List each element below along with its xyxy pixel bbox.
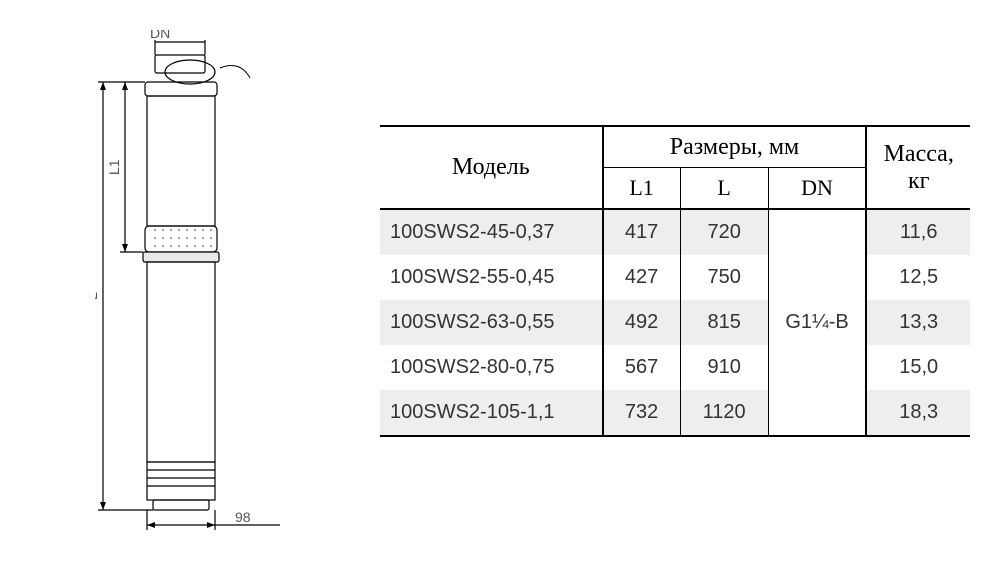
cell-mass: 12,5: [866, 255, 970, 300]
l1-label: L1: [106, 159, 122, 175]
cell-mass: 13,3: [866, 300, 970, 345]
cell-model: 100SWS2-45-0,37: [380, 209, 603, 255]
cell-model: 100SWS2-105-1,1: [380, 390, 603, 436]
cell-l1: 732: [603, 390, 681, 436]
subheader-l: L: [680, 168, 768, 210]
width-label: 98: [235, 509, 251, 525]
cell-mass: 18,3: [866, 390, 970, 436]
cell-l1: 567: [603, 345, 681, 390]
cell-l1: 492: [603, 300, 681, 345]
subheader-dn: DN: [768, 168, 866, 210]
cell-l: 1120: [680, 390, 768, 436]
cell-mass: 15,0: [866, 345, 970, 390]
cell-l: 815: [680, 300, 768, 345]
header-mass: Масса,кг: [866, 126, 970, 209]
cell-dn: G1¼-B: [768, 209, 866, 436]
cell-l: 720: [680, 209, 768, 255]
table-row: 100SWS2-105-1,17321120 18,3: [380, 390, 970, 436]
table-row: 100SWS2-80-0,75567910 15,0: [380, 345, 970, 390]
table-row: 100SWS2-63-0,55492815 13,3: [380, 300, 970, 345]
table-row: 100SWS2-45-0,37417720G1¼-B11,6: [380, 209, 970, 255]
dn-label: DN: [150, 30, 170, 41]
cell-l: 750: [680, 255, 768, 300]
cell-l1: 427: [603, 255, 681, 300]
cell-model: 100SWS2-63-0,55: [380, 300, 603, 345]
cell-mass: 11,6: [866, 209, 970, 255]
cell-model: 100SWS2-55-0,45: [380, 255, 603, 300]
cell-l: 910: [680, 345, 768, 390]
spec-table: Модель Размеры, мм Масса,кг L1 L DN 100S…: [380, 125, 970, 437]
table-row: 100SWS2-55-0,45427750 12,5: [380, 255, 970, 300]
header-model: Модель: [380, 126, 603, 209]
pump-dimension-diagram: DN: [95, 30, 325, 545]
subheader-l1: L1: [603, 168, 681, 210]
header-dims: Размеры, мм: [603, 126, 867, 168]
l-label: L: [95, 292, 100, 300]
cell-model: 100SWS2-80-0,75: [380, 345, 603, 390]
cell-l1: 417: [603, 209, 681, 255]
